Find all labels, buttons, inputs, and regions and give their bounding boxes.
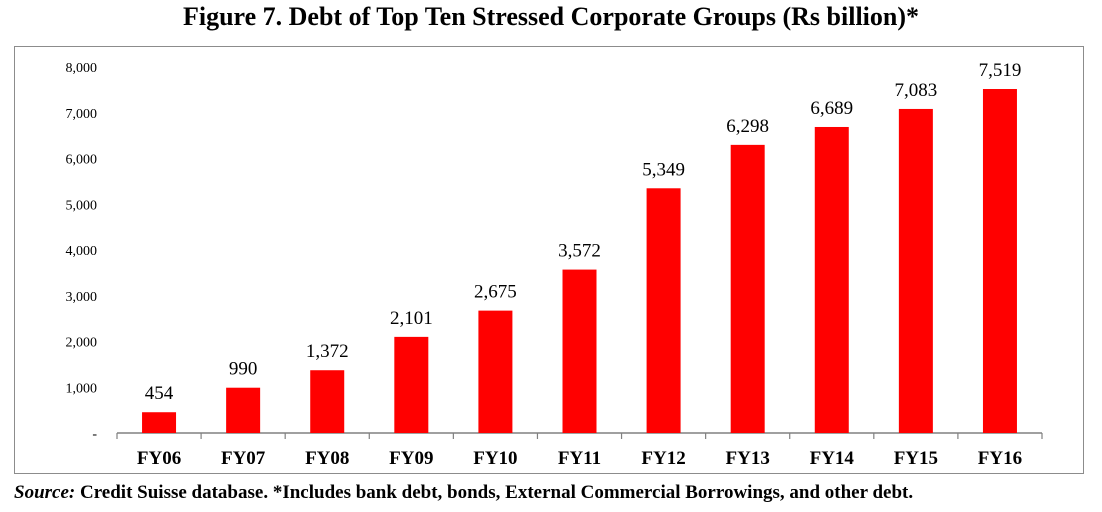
x-tick-label: FY12 bbox=[641, 448, 685, 469]
data-label: 2,101 bbox=[390, 308, 433, 329]
bar-fy14 bbox=[814, 126, 849, 434]
bar-fy16 bbox=[982, 89, 1017, 434]
source-text: Credit Suisse database. *Includes bank d… bbox=[75, 482, 914, 503]
y-tick-label: - bbox=[92, 427, 97, 442]
bar-fy11 bbox=[562, 269, 597, 433]
x-tick-label: FY14 bbox=[810, 448, 855, 469]
bar-fy07 bbox=[226, 387, 261, 433]
source-note: Source: Credit Suisse database. *Include… bbox=[14, 482, 913, 504]
x-tick-label: FY15 bbox=[894, 448, 938, 469]
y-tick-label: 2,000 bbox=[66, 336, 98, 351]
bar-fy13 bbox=[730, 144, 765, 433]
data-label: 7,519 bbox=[979, 60, 1022, 81]
x-tick-label: FY11 bbox=[558, 448, 601, 469]
x-tick-label: FY10 bbox=[473, 448, 517, 469]
x-tick-label: FY13 bbox=[726, 448, 770, 469]
x-tick-label: FY07 bbox=[221, 448, 266, 469]
bar-fy15 bbox=[898, 108, 933, 433]
data-label: 454 bbox=[145, 383, 174, 404]
source-label: Source: bbox=[14, 482, 76, 503]
y-tick-label: 4,000 bbox=[66, 244, 98, 259]
chart-title: Figure 7. Debt of Top Ten Stressed Corpo… bbox=[182, 2, 920, 31]
bar-fy10 bbox=[478, 310, 513, 433]
data-label: 3,572 bbox=[558, 241, 601, 262]
y-tick-label: 5,000 bbox=[66, 198, 98, 213]
data-label: 6,298 bbox=[726, 116, 769, 137]
y-tick-label: 3,000 bbox=[66, 290, 98, 305]
data-label: 2,675 bbox=[474, 282, 517, 303]
bar-fy06 bbox=[142, 412, 177, 433]
y-tick-label: 8,000 bbox=[66, 61, 98, 76]
bar-fy08 bbox=[310, 370, 345, 433]
x-tick-label: FY06 bbox=[137, 448, 181, 469]
data-label: 7,083 bbox=[894, 80, 937, 101]
bar-fy09 bbox=[394, 336, 429, 433]
chart-frame: - 1,000 2,000 3,000 4,000 5,000 6,000 7,000 8,00… bbox=[14, 46, 1084, 474]
y-tick-label: 1,000 bbox=[66, 381, 98, 396]
y-tick-label: 7,000 bbox=[66, 107, 98, 122]
x-tick-label: FY16 bbox=[978, 448, 1022, 469]
data-label: 1,372 bbox=[306, 341, 349, 362]
data-label: 990 bbox=[229, 359, 258, 380]
x-tick-label: FY09 bbox=[389, 448, 433, 469]
y-tick-label: 6,000 bbox=[66, 153, 98, 168]
data-label: 6,689 bbox=[810, 98, 853, 119]
x-tick-label: FY08 bbox=[305, 448, 349, 469]
bar-chart: - 1,000 2,000 3,000 4,000 5,000 6,000 7,000 8,00… bbox=[66, 60, 1043, 469]
bar-fy12 bbox=[646, 188, 681, 433]
data-label: 5,349 bbox=[642, 159, 685, 180]
